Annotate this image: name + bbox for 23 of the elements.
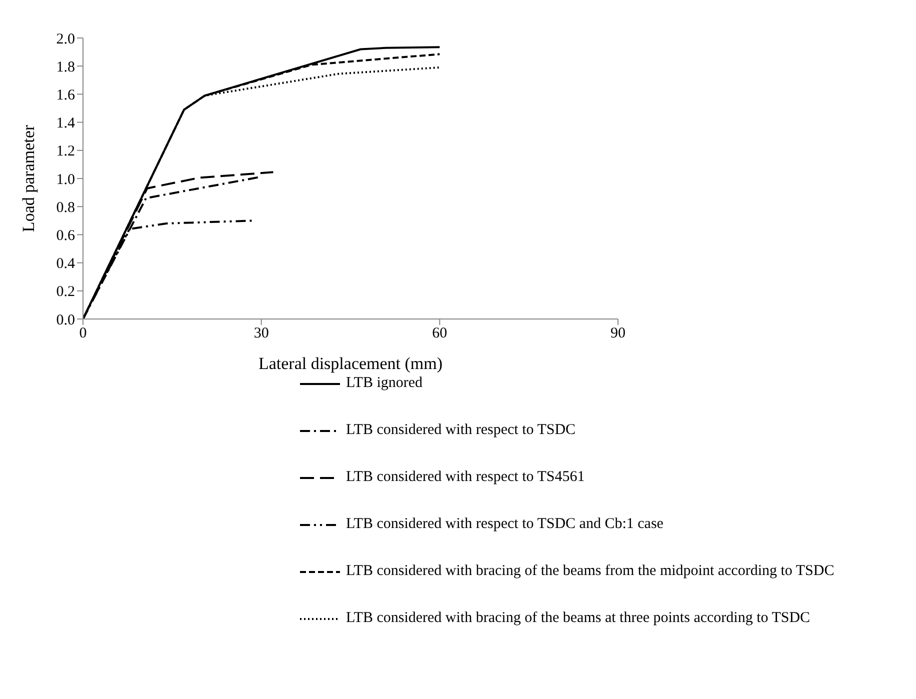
y-tick-label: 1.6 (56, 88, 76, 104)
x-axis-title: Lateral displacement (mm) (258, 354, 443, 373)
x-tick-label: 60 (432, 326, 448, 342)
y-axis-title: Load parameter (19, 124, 38, 232)
y-tick-label: 1.2 (56, 144, 75, 160)
y-tick-label: 1.4 (56, 116, 76, 132)
legend-label: LTB considered with respect to TSDC and Cb:1 case (346, 516, 664, 533)
y-tick-label: 0.8 (56, 200, 75, 216)
legend-label: LTB considered with bracing of the beams at three points according to TSDC (346, 610, 810, 627)
legend-label: LTB considered with bracing of the beams from the midpoint according to TSDC (346, 563, 834, 580)
y-tick-label: 0.4 (56, 256, 76, 272)
legend-label: LTB considered with respect to TSDC (346, 422, 576, 439)
legend-label: LTB ignored (346, 375, 423, 392)
y-tick-label: 0.2 (56, 284, 75, 300)
y-tick-label: 2.0 (56, 31, 75, 48)
y-tick-label: 0.6 (56, 228, 76, 244)
x-tick-label: 30 (254, 326, 269, 342)
y-tick-label: 0.0 (56, 312, 75, 328)
legend-label: LTB considered with respect to TS4561 (346, 469, 585, 486)
x-tick-label: 0 (79, 326, 87, 342)
y-tick-label: 1.8 (56, 59, 75, 76)
y-tick-label: 1.0 (56, 172, 75, 188)
x-tick-label: 90 (610, 326, 626, 342)
